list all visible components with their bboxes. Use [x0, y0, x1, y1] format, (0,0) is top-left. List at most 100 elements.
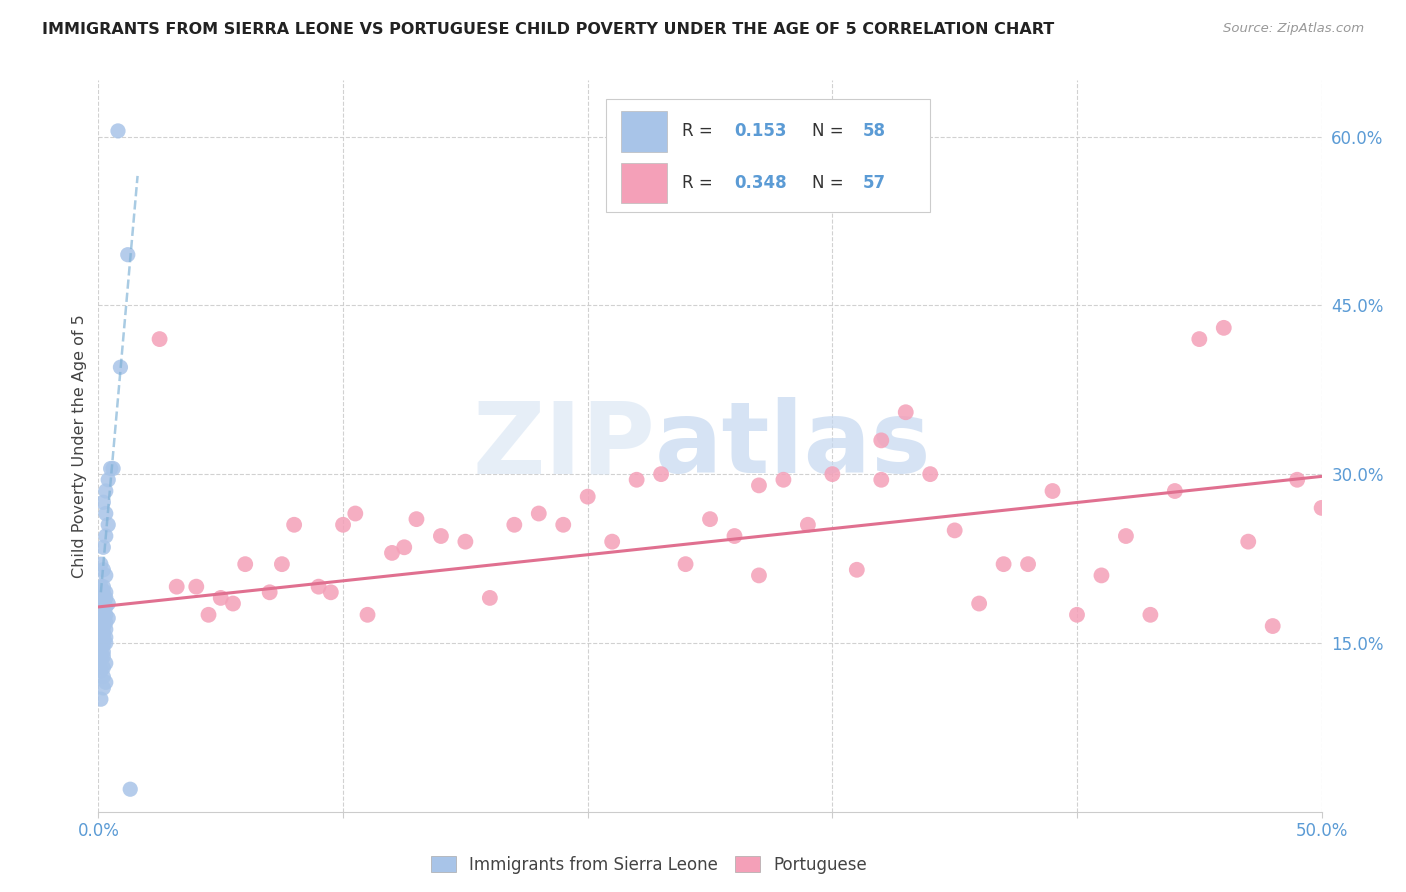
Text: Source: ZipAtlas.com: Source: ZipAtlas.com: [1223, 22, 1364, 36]
Point: [626, 473, 648, 487]
Point: [1115, 529, 1137, 543]
Point: [101, 461, 124, 475]
Point: [209, 591, 232, 605]
Point: [91, 645, 114, 659]
Point: [197, 607, 219, 622]
Point: [100, 461, 122, 475]
Point: [1139, 607, 1161, 622]
Point: [94, 529, 117, 543]
Point: [91, 580, 114, 594]
Point: [94, 607, 117, 622]
Point: [91, 602, 114, 616]
Point: [91, 681, 114, 695]
Point: [1090, 568, 1112, 582]
Point: [91, 670, 114, 684]
Point: [94, 599, 117, 614]
Point: [91, 619, 114, 633]
Point: [503, 517, 526, 532]
Point: [723, 529, 745, 543]
Legend: Immigrants from Sierra Leone, Portuguese: Immigrants from Sierra Leone, Portuguese: [425, 849, 873, 880]
Point: [91, 638, 114, 652]
Point: [91, 630, 114, 644]
Point: [270, 557, 294, 571]
Text: atlas: atlas: [655, 398, 932, 494]
Point: [110, 360, 132, 375]
Point: [233, 557, 256, 571]
Point: [91, 619, 114, 633]
Point: [772, 473, 794, 487]
Point: [91, 624, 114, 639]
Point: [1188, 332, 1211, 346]
Point: [149, 332, 172, 346]
Point: [91, 661, 114, 675]
Point: [166, 580, 188, 594]
Point: [600, 534, 623, 549]
Point: [222, 597, 245, 611]
Point: [90, 692, 112, 706]
Point: [94, 615, 117, 630]
Text: 0.348: 0.348: [734, 174, 787, 192]
Point: [332, 517, 354, 532]
Point: [283, 517, 305, 532]
Point: [821, 467, 844, 482]
Point: [454, 534, 477, 549]
Text: ZIP: ZIP: [472, 398, 655, 494]
Point: [90, 597, 112, 611]
Point: [107, 124, 129, 138]
Point: [91, 627, 114, 641]
Point: [120, 782, 142, 797]
Text: 57: 57: [863, 174, 886, 192]
Text: R =: R =: [682, 122, 718, 140]
Point: [1212, 321, 1234, 335]
Text: N =: N =: [811, 174, 848, 192]
Point: [97, 473, 120, 487]
Point: [748, 568, 770, 582]
Point: [90, 607, 112, 622]
Point: [94, 585, 117, 599]
Point: [186, 580, 208, 594]
Point: [699, 512, 721, 526]
Point: [90, 580, 112, 594]
Point: [91, 591, 114, 605]
Text: R =: R =: [682, 174, 718, 192]
Point: [894, 405, 917, 419]
Point: [319, 585, 342, 599]
Point: [117, 248, 139, 262]
Point: [430, 529, 453, 543]
Bar: [620, 112, 668, 152]
Point: [91, 585, 114, 599]
Point: [392, 541, 416, 555]
Point: [90, 633, 112, 648]
Point: [478, 591, 501, 605]
Y-axis label: Child Poverty Under the Age of 5: Child Poverty Under the Age of 5: [72, 314, 87, 578]
Point: [91, 611, 114, 625]
Bar: [620, 162, 668, 202]
Text: 0.153: 0.153: [734, 122, 787, 140]
Point: [797, 517, 820, 532]
Point: [675, 557, 697, 571]
Point: [97, 597, 120, 611]
Point: [748, 478, 770, 492]
Point: [91, 541, 114, 555]
Point: [94, 483, 117, 498]
Text: IMMIGRANTS FROM SIERRA LEONE VS PORTUGUESE CHILD POVERTY UNDER THE AGE OF 5 CORR: IMMIGRANTS FROM SIERRA LEONE VS PORTUGUE…: [42, 22, 1054, 37]
Point: [90, 628, 112, 642]
Point: [94, 591, 117, 605]
Point: [94, 636, 117, 650]
Point: [356, 607, 378, 622]
Point: [1310, 500, 1333, 515]
Point: [90, 623, 112, 637]
Point: [90, 615, 112, 630]
Point: [91, 495, 114, 509]
Point: [1261, 619, 1284, 633]
FancyBboxPatch shape: [606, 99, 931, 212]
Point: [1066, 607, 1088, 622]
Point: [1017, 557, 1039, 571]
Point: [91, 633, 114, 648]
Point: [1164, 483, 1187, 498]
Point: [97, 517, 120, 532]
Point: [650, 467, 672, 482]
Point: [91, 563, 114, 577]
Point: [94, 568, 117, 582]
Point: [993, 557, 1015, 571]
